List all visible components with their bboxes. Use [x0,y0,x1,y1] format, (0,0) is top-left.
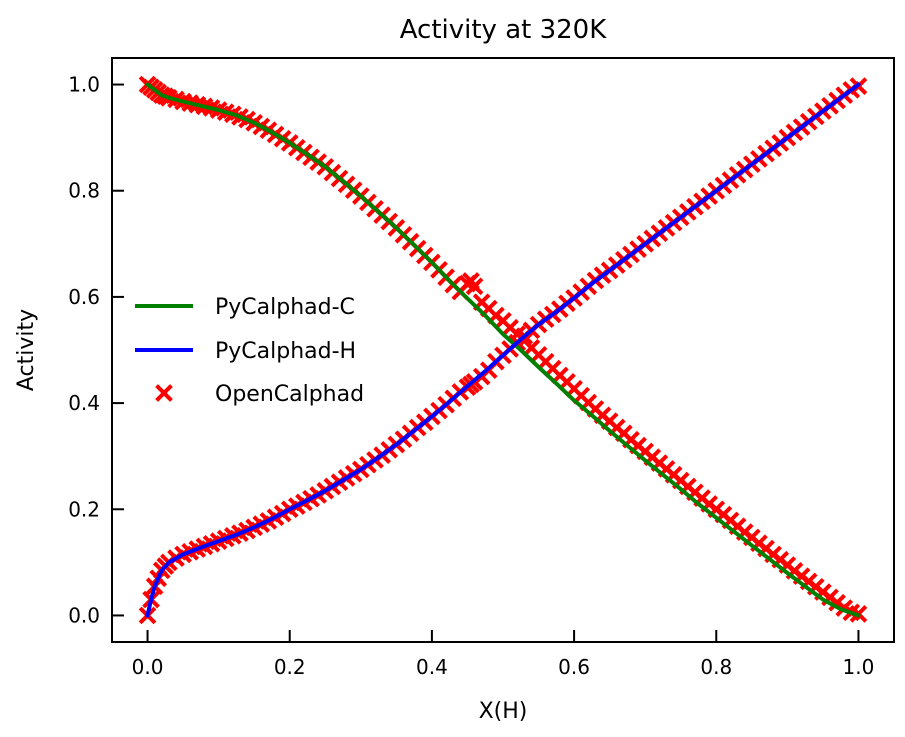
y-tick-label: 0.0 [68,603,100,627]
y-tick-label: 0.4 [68,391,100,415]
plot-frame [111,57,895,643]
x-tick-label: 1.0 [843,655,875,679]
y-tick-label: 1.0 [68,73,100,97]
y-axis-label: Activity [14,309,39,391]
legend-label-pycalphad-c: PyCalphad-C [215,295,355,320]
legend: PyCalphad-C PyCalphad-H OpenCalphad [135,295,364,407]
series-line-pycalphad-c [145,82,861,618]
legend-label-pycalphad-h: PyCalphad-H [215,339,356,364]
x-tick-label: 0.2 [274,655,306,679]
x-tick-label: 0.6 [558,655,590,679]
x-axis-label: X(H) [479,699,528,724]
y-tick-label: 0.2 [68,497,100,521]
series-line-pycalphad-h [145,82,861,618]
legend-label-opencalphad: OpenCalphad [215,382,364,407]
legend-marker-opencalphad [155,384,173,402]
y-tick-label: 0.8 [68,179,100,203]
axis-ticks: 0.0 0.2 0.4 0.6 0.8 1.0 0.0 0.2 0.4 0.6 0.8 1.0 [68,73,874,679]
plot-area [138,75,868,625]
opencalphad-marker [465,277,484,296]
x-tick-label: 0.0 [132,655,164,679]
chart-title: Activity at 320K [400,15,608,45]
x-tick-label: 0.8 [700,655,732,679]
y-tick-label: 0.6 [68,285,100,309]
x-tick-label: 0.4 [416,655,448,679]
